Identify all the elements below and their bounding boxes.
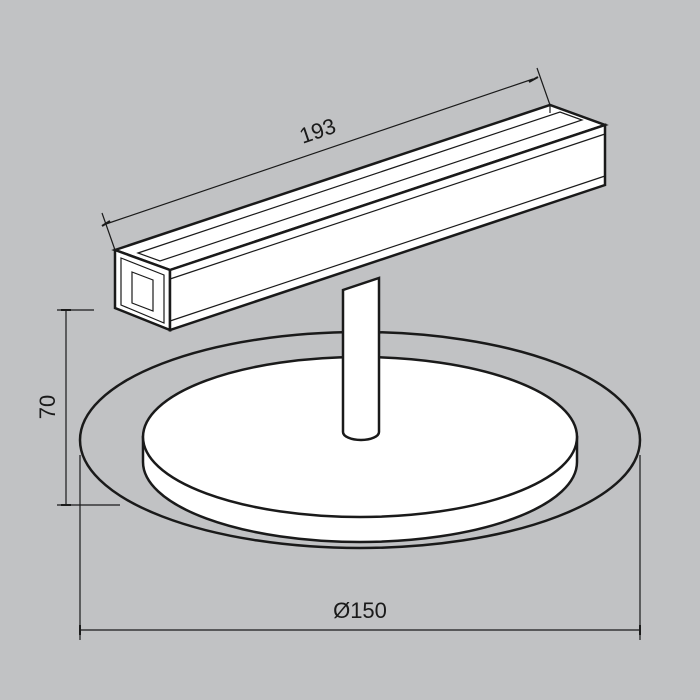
dimension-diameter-value: Ø150: [333, 598, 387, 623]
dimension-height-value: 70: [35, 395, 60, 419]
stem: [343, 278, 379, 440]
dimension-length-value: 193: [296, 113, 339, 148]
technical-drawing: 193 70 Ø150: [0, 0, 700, 700]
drawing-canvas: 193 70 Ø150: [0, 0, 700, 700]
dimension-height: 70: [35, 310, 120, 505]
